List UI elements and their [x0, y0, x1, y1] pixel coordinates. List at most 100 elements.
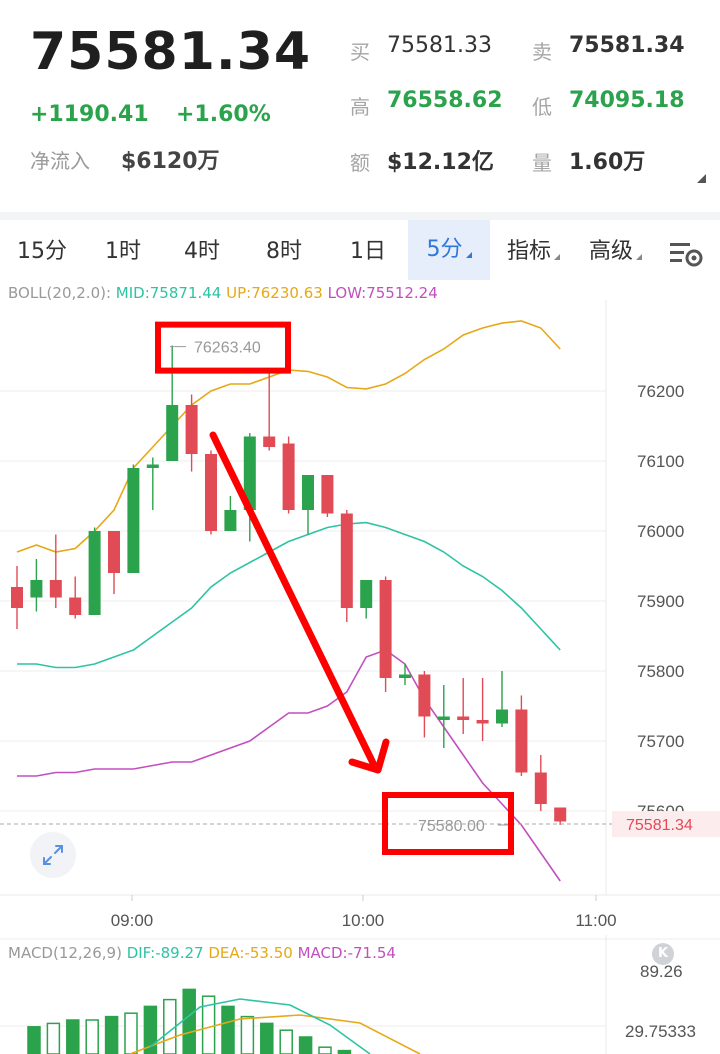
- macd-histogram-bar: [66, 1019, 80, 1054]
- tab-indicators-label: 指标: [507, 239, 552, 264]
- macd-histogram-bar: [182, 988, 196, 1054]
- low-value: 74095.18: [569, 88, 685, 113]
- low-annotation-label: 75580.00: [418, 818, 485, 835]
- tab-1h[interactable]: 1时: [105, 239, 141, 264]
- last-price: 75581.34: [30, 22, 312, 82]
- macd-legend: MACD(12,26,9) DIF:-89.27 DEA:-53.50 MACD…: [8, 944, 396, 962]
- boll-prefix: BOLL(20,2.0):: [8, 284, 116, 302]
- high-value: 76558.62: [387, 88, 503, 113]
- macd-histogram-bar: [46, 1022, 61, 1054]
- quote-header: 75581.34 +1190.41 +1.60% 净流入 $6120万 买 75…: [0, 0, 720, 195]
- bid-label: 买: [350, 40, 370, 64]
- trend-arrow-head: [348, 738, 390, 774]
- candle-body: [282, 443, 295, 510]
- candle-body: [340, 513, 353, 608]
- expand-quote-icon[interactable]: [697, 174, 706, 183]
- change-percent: +1.60%: [176, 102, 271, 127]
- chart-settings-icon[interactable]: [668, 238, 704, 270]
- candle-body: [515, 709, 528, 773]
- tab-8h[interactable]: 8时: [266, 239, 302, 264]
- tab-indicators[interactable]: 指标: [507, 232, 561, 272]
- candle-body: [127, 468, 140, 573]
- macd-value: MACD:-71.54: [297, 944, 396, 962]
- netflow-value: $6120万: [121, 149, 220, 174]
- macd-histogram-bar: [240, 1015, 255, 1054]
- expand-chart-button[interactable]: [30, 832, 76, 878]
- y-tick-label: 76000: [637, 522, 684, 541]
- x-tick-label: 11:00: [575, 911, 616, 930]
- boll-legend: BOLL(20,2.0): MID:75871.44 UP:76230.63 L…: [8, 284, 438, 302]
- amount-value: $12.12亿: [387, 150, 494, 175]
- macd-badge[interactable]: K: [652, 943, 674, 965]
- change-absolute: +1190.41: [30, 102, 149, 127]
- macd-axis-top: 89.26: [640, 962, 683, 981]
- candle-body: [185, 405, 198, 454]
- ask-value: 75581.34: [569, 33, 685, 58]
- x-tick-label: 09:00: [111, 911, 154, 930]
- last-price-label: 75581.34: [626, 817, 693, 834]
- y-tick-label: 76100: [637, 452, 684, 471]
- macd-histogram-bar: [104, 1015, 119, 1054]
- low-label: 低: [532, 95, 552, 119]
- last-price-tag: [612, 811, 720, 838]
- candle-body: [476, 720, 489, 724]
- low-highlight-box: [382, 792, 514, 855]
- boll-up: UP:76230.63: [226, 284, 323, 302]
- macd-histogram-bar: [318, 1046, 332, 1054]
- candle-body: [88, 531, 101, 615]
- macd-histogram-bar: [85, 1019, 99, 1054]
- candle-body: [11, 587, 23, 608]
- macd-histogram-bar: [124, 1012, 138, 1054]
- tab-15m[interactable]: 15分: [17, 239, 67, 264]
- candle-body: [69, 597, 82, 615]
- tab-5m[interactable]: 5分: [408, 220, 490, 280]
- y-tick-label: 75700: [637, 732, 684, 751]
- ask-label: 卖: [532, 40, 552, 64]
- candle-body: [399, 674, 411, 678]
- tab-4h[interactable]: 4时: [184, 239, 220, 264]
- tab-1d[interactable]: 1日: [350, 239, 386, 264]
- macd-prefix: MACD(12,26,9): [8, 944, 127, 962]
- boll-mid-line: [17, 521, 561, 669]
- boll-lower-line: [17, 649, 561, 882]
- candle-body: [437, 716, 450, 720]
- tab-advanced[interactable]: 高级: [589, 232, 643, 272]
- macd-axis-mid: 29.75333: [625, 1022, 696, 1041]
- macd-dea: DEA:-53.50: [208, 944, 293, 962]
- candle-body: [108, 531, 120, 573]
- boll-low: LOW:75512.24: [327, 284, 438, 302]
- netflow-label: 净流入: [30, 149, 90, 173]
- candle-body: [243, 436, 256, 510]
- candle-body: [146, 464, 159, 468]
- expand-icon: [43, 845, 63, 865]
- candle-body: [166, 405, 179, 461]
- y-tick-label: 75800: [637, 662, 684, 681]
- tab-advanced-label: 高级: [589, 239, 634, 264]
- macd-histogram-bar: [27, 1026, 41, 1054]
- macd-histogram-bar: [279, 1029, 293, 1054]
- macd-histogram-bar: [143, 1005, 158, 1054]
- indicators-dropdown-icon: [554, 254, 561, 260]
- bid-value: 75581.33: [387, 33, 492, 58]
- candle-body: [379, 580, 392, 678]
- candle-body: [49, 580, 62, 598]
- candle-body: [224, 510, 237, 531]
- candlestick-chart[interactable]: 7620076100760007590075800757007560009:00…: [0, 300, 720, 935]
- macd-histogram-bar: [260, 1022, 274, 1054]
- boll-mid: MID:75871.44: [115, 284, 222, 302]
- candle-body: [554, 807, 567, 822]
- tab-5m-label: 5分: [426, 237, 463, 262]
- candle-body: [360, 580, 373, 608]
- volume-label: 量: [532, 151, 552, 175]
- macd-chart[interactable]: 89.26 29.75333: [0, 935, 720, 1054]
- trend-arrow-shaft: [209, 431, 377, 767]
- macd-histogram-bar: [298, 1036, 313, 1054]
- macd-histogram-bar: [337, 1049, 352, 1054]
- y-tick-label: 75900: [637, 592, 684, 611]
- candle-body: [321, 475, 334, 514]
- macd-histogram-bar: [221, 1005, 235, 1054]
- candle-body: [302, 475, 314, 510]
- macd-dea-line: [129, 1014, 421, 1054]
- macd-dif: DIF:-89.27: [126, 944, 204, 962]
- volume-value: 1.60万: [569, 150, 646, 175]
